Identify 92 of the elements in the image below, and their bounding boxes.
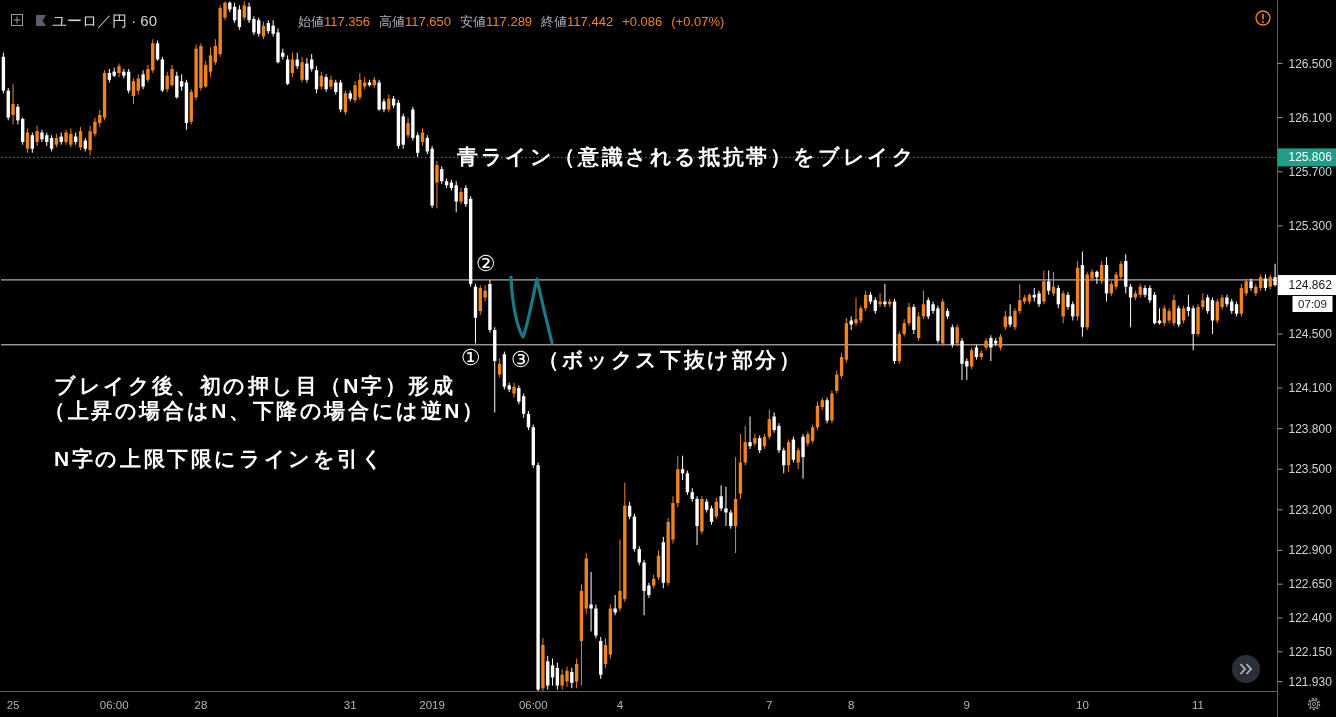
candlestick — [11, 83, 15, 125]
candlestick — [406, 117, 410, 139]
candlestick — [1003, 310, 1008, 331]
candlestick — [435, 160, 439, 209]
candlestick — [290, 52, 295, 78]
candlestick — [791, 436, 796, 463]
y-tick-label: 122.650 — [1288, 577, 1333, 592]
text: 124.862 — [1288, 278, 1333, 293]
candlestick — [709, 505, 714, 526]
y-tick-label: 122.400 — [1288, 610, 1333, 625]
candlestick — [40, 129, 44, 143]
candlestick — [1042, 269, 1046, 305]
candlestick — [782, 447, 786, 474]
candlestick — [237, 4, 242, 31]
candlestick — [714, 497, 719, 520]
x-tick-label: 4 — [616, 699, 624, 711]
candlestick — [497, 357, 502, 378]
y-tick-label: 124.100 — [1288, 381, 1333, 396]
candlestick — [912, 303, 916, 335]
x-tick-label: 11 — [1192, 699, 1204, 711]
x-tick-label: 7 — [766, 699, 773, 711]
candlestick — [136, 73, 140, 96]
annotation: （上昇の場合はN、下降の場合には逆N） — [44, 399, 486, 422]
candlestick — [916, 311, 921, 342]
y-tick-label: 122.900 — [1288, 543, 1333, 558]
y-tick-label: 121.930 — [1288, 674, 1333, 689]
y-tick-label: 123.200 — [1288, 502, 1333, 517]
candlestick — [175, 71, 179, 100]
candlestick — [589, 571, 593, 632]
candlestick — [305, 57, 309, 83]
y-tick-label: 125.300 — [1288, 218, 1333, 233]
candlestick — [242, 0, 246, 21]
text: 07:09 — [1298, 298, 1327, 310]
x-tick-label: 9 — [963, 699, 971, 711]
x-tick-label: 28 — [194, 699, 208, 711]
candlestick — [810, 424, 815, 445]
candlestick — [1013, 307, 1017, 331]
candlestick — [570, 667, 574, 689]
candlestick — [950, 324, 955, 349]
candlestick — [753, 433, 757, 447]
candlestick — [555, 662, 560, 691]
candlestick — [989, 334, 993, 362]
x-tick-label: 31 — [343, 699, 357, 711]
annotation: 青ライン（意識される抵抗帯）をブレイク — [456, 145, 917, 169]
y-tick-label: 123.500 — [1288, 462, 1333, 477]
candlestick — [208, 46, 213, 78]
text: 始値117.356 高値117.650 安値117.289 終値117.442 +0.086 (+0.07%) — [298, 14, 725, 29]
candlestick — [1047, 269, 1051, 296]
candlestick — [1205, 294, 1210, 315]
y-tick-label: 125.700 — [1288, 164, 1333, 179]
x-tick-label: 8 — [847, 699, 855, 711]
candlestick — [724, 486, 728, 527]
candlestick — [574, 658, 579, 689]
candlestick — [801, 433, 805, 480]
candlestick — [1008, 303, 1012, 328]
candlestick — [30, 132, 34, 154]
x-tick-label: 06:00 — [99, 699, 129, 711]
text: ユーロ／円 · 60 — [52, 12, 158, 29]
x-tick-label: 2019 — [419, 699, 445, 711]
annotation: ブレイク後、初の押し目（N字）形成 — [54, 374, 456, 397]
candlestick — [637, 545, 641, 566]
candlestick — [960, 337, 964, 381]
candlestick — [613, 594, 617, 616]
x-tick-label: 10 — [1076, 699, 1089, 711]
y-tick-label: 122.150 — [1288, 644, 1333, 659]
annotation: ③ — [510, 346, 531, 372]
x-tick-label: 25 — [6, 699, 20, 711]
candlestick — [955, 324, 959, 347]
candlestick — [907, 302, 911, 327]
candlestick — [748, 415, 752, 450]
candlestick — [300, 56, 304, 83]
y-tick-label: 123.800 — [1288, 421, 1333, 436]
annotation: N字の上限下限にラインを引く — [54, 447, 386, 471]
annotation: （ボックス下抜け部分） — [538, 347, 803, 372]
y-tick-label: 126.500 — [1288, 56, 1333, 71]
candlestick — [719, 484, 723, 512]
candlestick — [1177, 305, 1181, 328]
candlestick — [825, 397, 829, 424]
y-tick-label: 126.100 — [1288, 110, 1333, 125]
candlestick — [1061, 290, 1065, 324]
candlestick — [1095, 269, 1099, 285]
x-tick-label: 06:00 — [518, 699, 548, 711]
annotation: ① — [460, 345, 481, 371]
annotation: ② — [475, 250, 496, 276]
candlestick — [131, 77, 136, 105]
candlestick — [35, 125, 39, 147]
ref-line-label: 125.806 — [1288, 150, 1333, 165]
candlestick — [141, 69, 145, 90]
y-tick-label: 124.500 — [1288, 327, 1333, 342]
candlestick — [1018, 283, 1022, 315]
candlestick — [767, 409, 771, 440]
candlestick — [512, 382, 516, 399]
